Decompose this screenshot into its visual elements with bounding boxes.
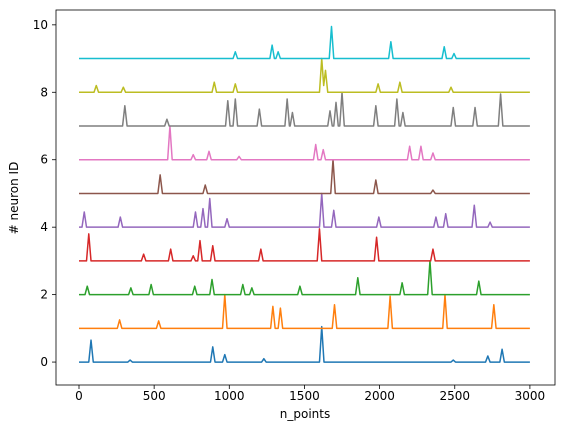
x-axis-label: n_points <box>280 407 330 421</box>
x-tick-label: 0 <box>75 389 83 403</box>
y-tick-label: 0 <box>40 355 48 369</box>
x-tick-label: 1000 <box>214 389 245 403</box>
series-line <box>79 293 530 330</box>
series-line <box>79 228 530 262</box>
y-tick-label: 6 <box>40 153 48 167</box>
series-line <box>79 91 530 127</box>
y-axis-label: # neuron ID <box>7 162 21 235</box>
x-tick-label: 1500 <box>289 389 320 403</box>
x-tick-label: 500 <box>143 389 166 403</box>
y-tick-label: 10 <box>33 18 48 32</box>
y-tick-label: 2 <box>40 288 48 302</box>
series-line <box>79 260 530 296</box>
x-tick-label: 2000 <box>364 389 395 403</box>
series-line <box>79 57 530 94</box>
plot-frame <box>55 9 556 386</box>
y-tick-label: 4 <box>40 220 48 234</box>
x-tick-label: 2500 <box>439 389 470 403</box>
y-tick-label: 8 <box>40 85 48 99</box>
series-line <box>79 25 530 60</box>
series-line <box>79 125 530 161</box>
x-tick-label: 3000 <box>515 389 546 403</box>
series-line <box>79 325 530 363</box>
